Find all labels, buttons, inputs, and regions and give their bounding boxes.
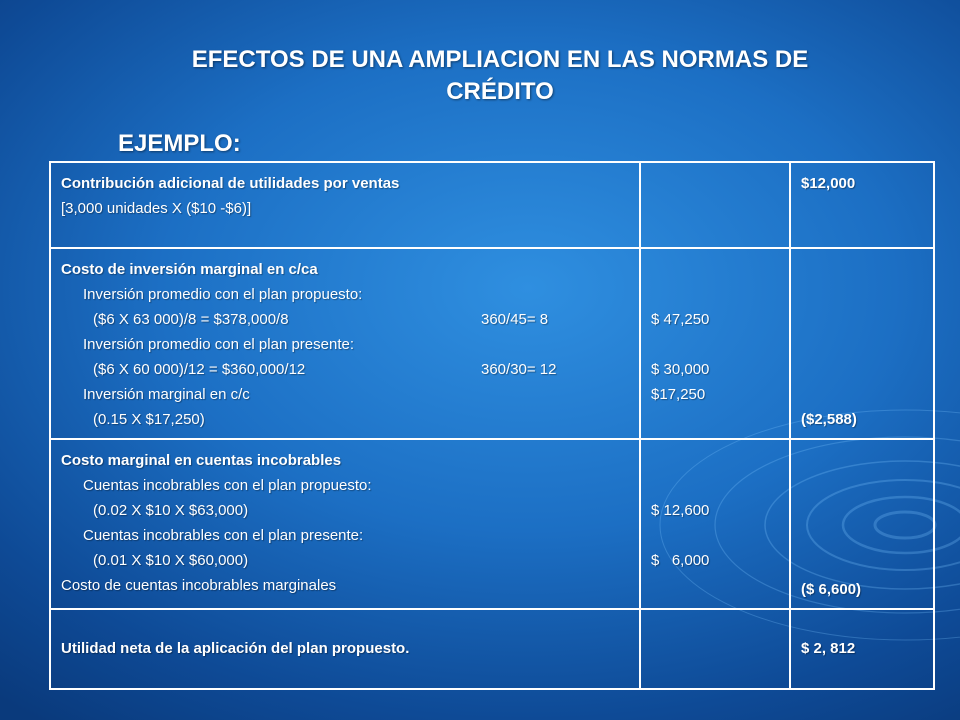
present-turnover: 360/30= 12 [481, 361, 557, 378]
total-cell: $ 2, 812 [789, 608, 935, 690]
total-cell: ($2,588) [789, 247, 935, 440]
description-cell: Contribución adicional de utilidades por… [49, 161, 641, 249]
proposed-value: $ 47,250 [651, 311, 710, 328]
row-header: Costo marginal en cuentas incobrables [61, 452, 342, 469]
present-label: Inversión promedio con el plan presente: [83, 336, 354, 353]
table-row: Costo de inversión marginal en c/ca Inve… [49, 247, 935, 440]
row-header: Contribución adicional de utilidades por… [61, 175, 400, 192]
row-header: Costo de inversión marginal en c/ca [61, 261, 318, 278]
present-value: $ 6,000 [651, 552, 710, 569]
table-row: Utilidad neta de la aplicación del plan … [49, 608, 935, 690]
marginal-value: $17,250 [651, 386, 706, 403]
present-calc: (0.01 X $10 X $60,000) [93, 552, 249, 569]
row-header: Utilidad neta de la aplicación del plan … [61, 640, 410, 657]
description-cell: Costo marginal en cuentas incobrables Cu… [49, 438, 641, 610]
marginal-label: Costo de cuentas incobrables marginales [61, 577, 337, 594]
table-row: Contribución adicional de utilidades por… [49, 161, 935, 249]
calc-line: [3,000 unidades X ($10 -$6)] [61, 200, 252, 217]
total-value: ($ 6,600) [801, 581, 862, 598]
table-row: Costo marginal en cuentas incobrables Cu… [49, 438, 935, 610]
total-cell: $12,000 [789, 161, 935, 249]
present-calc: ($6 X 60 000)/12 = $360,000/12 [93, 361, 306, 378]
credit-analysis-table: Contribución adicional de utilidades por… [49, 161, 935, 690]
proposed-value: $ 12,600 [651, 502, 710, 519]
present-value: $ 30,000 [651, 361, 710, 378]
proposed-label: Inversión promedio con el plan propuesto… [83, 286, 363, 303]
proposed-calc: (0.02 X $10 X $63,000) [93, 502, 249, 519]
total-value: ($2,588) [801, 411, 857, 428]
detail-cell [639, 161, 791, 249]
proposed-turnover: 360/45= 8 [481, 311, 549, 328]
total-value: $ 2, 812 [801, 640, 856, 657]
total-value: $12,000 [801, 175, 856, 192]
cost-calc: (0.15 X $17,250) [93, 411, 205, 428]
slide-subtitle: EJEMPLO: [118, 130, 241, 157]
detail-cell [639, 608, 791, 690]
marginal-label: Inversión marginal en c/c [83, 386, 250, 403]
detail-cell: $ 47,250 $ 30,000 $17,250 [639, 247, 791, 440]
proposed-label: Cuentas incobrables con el plan propuest… [83, 477, 372, 494]
slide-title: EFECTOS DE UNA AMPLIACION EN LAS NORMAS … [191, 46, 809, 105]
proposed-calc: ($6 X 63 000)/8 = $378,000/8 [93, 311, 289, 328]
description-cell: Costo de inversión marginal en c/ca Inve… [49, 247, 641, 440]
total-cell: ($ 6,600) [789, 438, 935, 610]
detail-cell: $ 12,600 $ 6,000 [639, 438, 791, 610]
description-cell: Utilidad neta de la aplicación del plan … [49, 608, 641, 690]
present-label: Cuentas incobrables con el plan presente… [83, 527, 364, 544]
